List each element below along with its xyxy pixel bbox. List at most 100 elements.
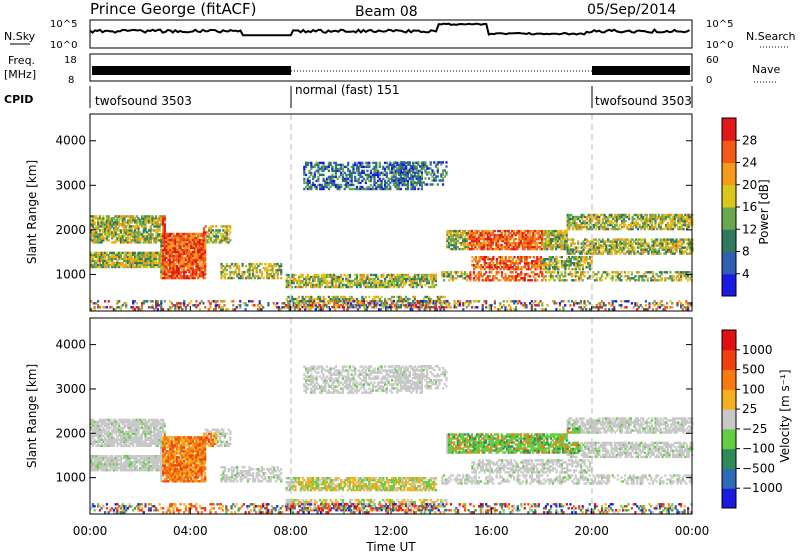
heatmap-cell (382, 283, 385, 287)
heatmap-cell (640, 242, 643, 245)
heatmap-cell (614, 238, 617, 241)
heatmap-cell (504, 231, 507, 235)
heatmap-cell (160, 252, 163, 256)
heatmap-cell (220, 264, 223, 268)
heatmap-cell (156, 231, 159, 234)
heatmap-cell (614, 213, 617, 217)
heatmap-cell (352, 279, 355, 283)
heatmap-cell (297, 277, 301, 281)
heatmap-cell (501, 258, 504, 261)
heatmap-cell (370, 300, 374, 303)
heatmap-cell (186, 252, 189, 256)
heatmap-cell (130, 219, 133, 222)
heatmap-cell (176, 260, 179, 264)
heatmap-cell (408, 169, 411, 172)
heatmap-cell (417, 181, 420, 185)
heatmap-cell (675, 223, 678, 227)
heatmap-cell (107, 219, 110, 222)
heatmap-cell (472, 235, 475, 239)
heatmap-cell (176, 250, 179, 254)
heatmap-cell (377, 183, 380, 187)
heatmap-cell (582, 244, 585, 247)
heatmap-cell (209, 237, 213, 240)
heatmap-cell (661, 217, 664, 221)
heatmap-cell (453, 245, 456, 249)
heatmap-cell (104, 263, 107, 267)
heatmap-cell (556, 245, 559, 249)
heatmap-cell (252, 274, 255, 278)
heatmap-cell (523, 233, 526, 237)
heatmap-cell (622, 225, 625, 229)
heatmap-cell (184, 258, 187, 262)
heatmap-cell (322, 295, 325, 299)
heatmap-cell (289, 303, 292, 307)
heatmap-cell (654, 225, 657, 229)
heatmap-cell (105, 215, 108, 218)
heatmap-cell (322, 299, 325, 303)
heatmap-cell (179, 246, 182, 250)
heatmap-cell (366, 283, 369, 287)
heatmap-cell (355, 285, 359, 289)
heatmap-cell (619, 217, 622, 221)
heatmap-cell (385, 300, 388, 303)
heatmap-cell (225, 237, 228, 240)
heatmap-cell (276, 262, 279, 266)
heatmap-cell (160, 304, 163, 307)
heatmap-cell (474, 235, 477, 239)
heatmap-cell (309, 304, 312, 307)
heatmap-cell (165, 236, 168, 240)
heatmap-cell (207, 300, 210, 303)
heatmap-cell (386, 308, 389, 311)
heatmap-cell (387, 179, 390, 183)
heatmap-cell (521, 241, 524, 245)
heatmap-cell (183, 262, 186, 266)
heatmap-cell (340, 295, 343, 299)
heatmap-cell (139, 263, 142, 267)
heatmap-cell (486, 233, 489, 237)
heatmap-cell (441, 179, 445, 182)
heatmap-cell (112, 227, 115, 230)
heatmap-cell (403, 283, 406, 287)
heatmap-cell (111, 217, 114, 220)
heatmap-cell (109, 219, 112, 222)
heatmap-cell (342, 300, 345, 303)
heatmap-cell (486, 243, 489, 247)
heatmap-cell (378, 171, 381, 175)
heatmap-cell (128, 241, 131, 244)
heatmap-cell (156, 229, 159, 232)
heatmap-cell (179, 232, 182, 236)
heatmap-cell (105, 251, 108, 255)
heatmap-cell (315, 163, 318, 167)
heatmap-cell (271, 276, 274, 280)
heatmap-cell (177, 240, 180, 244)
heatmap-cell (666, 246, 669, 249)
heatmap-cell (555, 262, 558, 265)
heatmap-cell (417, 273, 420, 277)
heatmap-cell (408, 171, 411, 174)
heatmap-cell (317, 295, 320, 299)
heatmap-cell (373, 295, 376, 299)
heatmap-cell (331, 175, 334, 179)
heatmap-cell (507, 237, 510, 241)
heatmap-cell (209, 306, 212, 309)
heatmap-cell (471, 264, 474, 267)
heatmap-cell (349, 300, 353, 303)
heatmap-cell (490, 231, 493, 235)
heatmap-cell (274, 270, 278, 274)
heatmap-cell (331, 169, 334, 173)
heatmap-cell (288, 308, 291, 311)
heatmap-cell (102, 231, 105, 234)
heatmap-cell (560, 262, 563, 265)
heatmap-cell (174, 262, 177, 266)
heatmap-cell (405, 171, 408, 174)
heatmap-cell (149, 263, 152, 267)
heatmap-cell (412, 301, 415, 305)
heatmap-cell (679, 225, 682, 229)
heatmap-cell (384, 279, 387, 283)
heatmap-cell (163, 232, 166, 236)
heatmap-cell (287, 275, 290, 279)
heatmap-cell (670, 223, 673, 227)
heatmap-cell (278, 264, 281, 268)
heatmap-cell (267, 304, 270, 307)
heatmap-cell (336, 305, 339, 309)
